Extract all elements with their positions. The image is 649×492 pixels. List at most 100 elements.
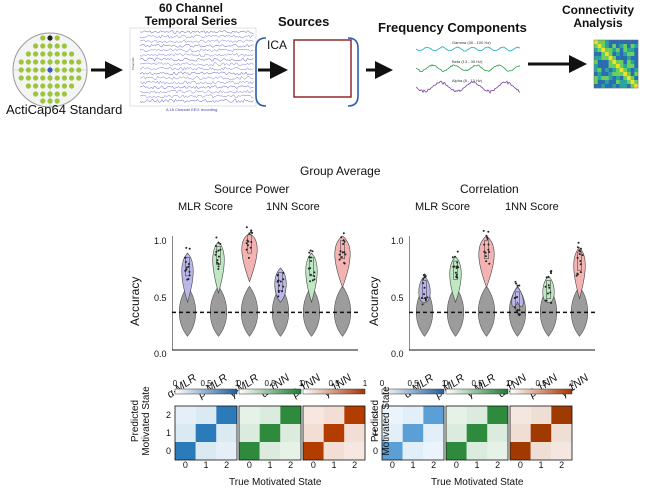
accuracy-violin <box>573 246 586 300</box>
data-point <box>579 271 582 274</box>
data-point <box>576 273 579 276</box>
connectivity-cell <box>612 52 617 57</box>
confusion-cell <box>423 442 444 460</box>
confusion-cell <box>466 424 488 442</box>
colorbar <box>381 388 445 395</box>
data-point <box>247 256 250 259</box>
data-point <box>187 265 190 268</box>
data-point <box>514 280 517 283</box>
cm-ytick: 0 <box>166 446 171 456</box>
colorbar <box>509 388 573 395</box>
electrode-dot <box>54 35 60 41</box>
electrode-dot <box>54 83 60 89</box>
data-point <box>311 279 314 282</box>
connectivity-cell <box>601 40 606 45</box>
confusion-cell <box>551 406 572 424</box>
panel-title-source-power: Source Power <box>214 182 290 196</box>
colorbar-tick: 0.5 <box>407 379 419 388</box>
ytick-0-right: 0.0 <box>391 349 404 359</box>
electrode-dot <box>33 51 39 57</box>
eeg-title-line1: 60 Channel <box>158 1 224 15</box>
electrode-dot <box>61 43 67 49</box>
connectivity-cell <box>623 76 628 81</box>
data-point <box>250 229 253 232</box>
connectivity-cell <box>630 76 635 81</box>
connectivity-cell <box>619 48 624 53</box>
confusion-cell <box>423 424 444 442</box>
data-point <box>309 249 312 252</box>
sources-box <box>255 37 359 107</box>
connectivity-cell <box>630 40 635 45</box>
confusion-cell <box>216 424 237 442</box>
connectivity-cell <box>608 40 613 45</box>
ytick-1-left: 1.0 <box>154 236 167 246</box>
data-point <box>276 274 279 277</box>
data-point <box>188 274 191 277</box>
data-point <box>549 270 552 273</box>
connectivity-cell <box>597 64 602 69</box>
confusion-cell <box>323 406 345 424</box>
electrode-dot <box>69 51 75 57</box>
data-point <box>483 243 486 246</box>
cm-xtick: 2 <box>224 460 229 468</box>
confusion-cell <box>216 442 237 460</box>
data-point <box>340 236 343 239</box>
connectivity-cell <box>616 48 620 53</box>
connectivity-cell <box>616 68 620 73</box>
data-point <box>486 236 489 239</box>
cm-xtick: 2 <box>495 460 500 468</box>
connectivity-cell <box>619 76 624 81</box>
connectivity-cell <box>616 52 620 57</box>
connectivity-cell <box>623 48 628 53</box>
connectivity-cell <box>616 84 620 89</box>
data-point <box>576 256 579 259</box>
data-point <box>278 284 281 287</box>
connectivity-cell <box>608 48 613 53</box>
confusion-cell <box>239 406 260 424</box>
ytick-1-right: 1.0 <box>391 236 404 246</box>
connectivity-cell <box>634 80 639 85</box>
connectivity-cell <box>597 76 602 81</box>
connectivity-cell <box>594 84 598 89</box>
confusion-cell <box>487 406 508 424</box>
data-point <box>548 286 551 289</box>
colorbar <box>238 388 302 395</box>
connectivity-cell <box>605 48 609 53</box>
colorbar-tick: 0.5 <box>200 379 212 388</box>
confusion-cell <box>466 406 488 424</box>
data-point <box>313 275 316 278</box>
connectivity-cell <box>608 84 613 89</box>
connectivity-cell <box>634 68 639 73</box>
eeg-traces: Channels <box>129 27 257 107</box>
data-point <box>217 268 220 271</box>
data-point <box>422 293 425 296</box>
connectivity-cell <box>623 56 628 61</box>
connectivity-cell <box>623 52 628 57</box>
data-point <box>456 261 459 264</box>
band-label-gamma: Gamma (30 - 100 Hz) <box>452 40 491 45</box>
eeg-trace-line <box>139 94 254 99</box>
cm-xtick: 1 <box>410 460 415 468</box>
colorbar-tick: 1 <box>299 379 304 388</box>
connectivity-cell <box>605 68 609 73</box>
connectivity-cell <box>634 64 639 69</box>
cm-xtick: 2 <box>352 460 357 468</box>
connectivity-matrix <box>593 39 639 89</box>
connectivity-cell <box>634 72 639 77</box>
connectivity-cell <box>627 80 631 85</box>
data-point <box>455 267 458 270</box>
connectivity-cell <box>616 56 620 61</box>
data-point <box>485 260 488 263</box>
cm-xlabel-left: True Motivated State <box>229 477 322 488</box>
eeg-trace-line <box>139 89 254 94</box>
confusion-cell <box>344 424 365 442</box>
connectivity-cell <box>612 80 617 85</box>
connectivity-cell <box>597 44 602 49</box>
data-point <box>343 251 346 254</box>
electrode-dot <box>25 83 31 89</box>
data-point <box>247 240 250 243</box>
data-point <box>311 250 314 253</box>
connectivity-cell <box>605 80 609 85</box>
colorbar-tick: 0 <box>380 379 385 388</box>
